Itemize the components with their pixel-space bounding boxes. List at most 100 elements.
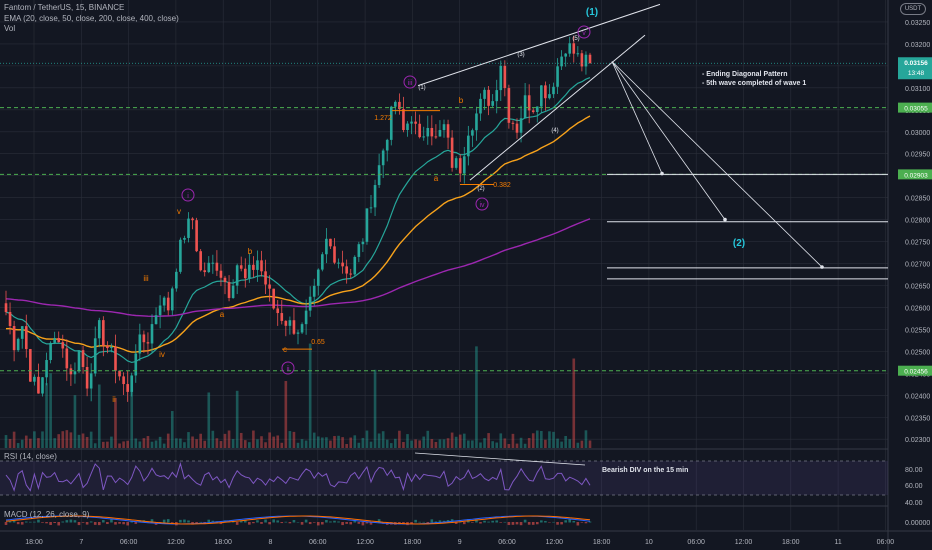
candle-body <box>312 285 316 297</box>
x-tick-label: 06:00 <box>309 539 327 546</box>
macd-histogram-bar <box>207 519 211 523</box>
wave-label-purple-v-circle <box>577 25 591 39</box>
volume-bar <box>65 430 69 448</box>
annotation-ending-diagonal: - Ending Diagonal Pattern <box>702 71 788 78</box>
volume-bar <box>81 433 85 448</box>
wave-label-purple-ii-circle <box>281 361 295 375</box>
price-label-box <box>898 102 932 113</box>
macd-histogram-bar <box>418 521 421 523</box>
macd-histogram-bar <box>325 520 328 523</box>
volume-bar <box>535 430 539 448</box>
volume-bar <box>491 441 494 448</box>
candle-body <box>203 270 207 273</box>
candle-body <box>462 156 466 174</box>
volume-bar <box>69 432 73 448</box>
volume-bar <box>511 433 515 448</box>
current-price-label: 0.03156 <box>904 60 928 67</box>
volume-bar <box>308 343 312 448</box>
candle-body <box>114 346 117 371</box>
annotation-5th-wave: - 5th wave completed of wave 1 <box>702 80 806 87</box>
wave-label-orange-b2: b <box>459 96 464 105</box>
volume-bar <box>280 442 284 448</box>
candle-body <box>564 53 567 57</box>
macd-histogram-bar <box>308 522 312 525</box>
y-tick-label: 0.02400 <box>905 393 930 400</box>
fib-label-1272: 1.272 <box>374 115 392 122</box>
volume-bar <box>369 441 373 448</box>
volume-bar <box>544 439 547 448</box>
candle-body <box>16 338 20 351</box>
macd-histogram-bar <box>365 522 369 524</box>
volume-bar <box>162 443 166 448</box>
wave-label-white-3: (3) <box>517 52 524 58</box>
candle-body <box>487 89 490 106</box>
wave-label-white-2: (2) <box>477 186 484 192</box>
macd-histogram-bar <box>552 521 555 523</box>
volume-bar <box>398 430 401 448</box>
volume-bar <box>430 439 434 448</box>
projection-arrowhead <box>723 217 727 222</box>
currency-badge[interactable]: USDT <box>900 3 926 15</box>
candle-body <box>24 326 28 350</box>
volume-bar <box>316 436 320 448</box>
candle-body <box>475 113 478 131</box>
x-tick-label: 12:00 <box>167 539 185 546</box>
macd-histogram-bar <box>495 520 499 523</box>
candle-body <box>361 241 365 245</box>
volume-bar <box>357 442 361 448</box>
volume-bar <box>179 438 182 448</box>
volume-bar <box>381 431 385 448</box>
candle-body <box>65 348 69 369</box>
volume-bar <box>321 437 324 448</box>
macd-histogram-bar <box>345 522 348 524</box>
candle-body <box>162 297 166 306</box>
macd-histogram-bar <box>556 522 559 525</box>
y-tick-label: 0.02550 <box>905 327 930 334</box>
macd-histogram-bar <box>97 522 101 526</box>
candle-body <box>430 127 434 137</box>
candle-body <box>507 88 511 123</box>
macd-histogram-bar <box>523 519 527 523</box>
volume-bar <box>33 431 36 448</box>
macd-histogram-bar <box>300 522 304 525</box>
candle-body <box>329 238 332 247</box>
rsi-tick: 80.00 <box>905 467 923 474</box>
candle-body <box>166 297 170 311</box>
candle-body <box>248 264 251 279</box>
candle-body <box>179 239 182 272</box>
macd-histogram-bar <box>33 521 36 523</box>
macd-histogram-bar <box>138 520 142 523</box>
candle-body <box>122 376 125 385</box>
macd-histogram-bar <box>564 520 567 523</box>
volume-bar <box>552 431 555 448</box>
macd-histogram-bar <box>179 519 182 523</box>
candle-body <box>389 106 393 140</box>
x-tick-label: 18:00 <box>25 539 43 546</box>
x-tick-label: 06:00 <box>687 539 705 546</box>
volume-bar <box>479 442 482 448</box>
volume-bar <box>276 435 280 448</box>
y-tick-label: 0.02300 <box>905 437 930 444</box>
macd-histogram-bar <box>93 522 97 525</box>
candle-body <box>264 271 267 285</box>
annotation-bearish-div: Bearish DIV on the 15 min <box>602 467 688 474</box>
volume-bar <box>487 433 490 448</box>
candle-body <box>223 277 227 283</box>
candle-body <box>491 101 494 106</box>
macd-histogram-bar <box>276 520 280 523</box>
wave-label-orange-ii: ii <box>112 395 116 404</box>
macd-histogram-bar <box>211 520 215 523</box>
volume-bar <box>414 439 417 448</box>
volume-bar <box>252 430 255 448</box>
volume-bar <box>20 439 24 448</box>
macd-histogram-bar <box>162 519 166 523</box>
candle-body <box>280 313 284 321</box>
macd-histogram-bar <box>572 521 576 523</box>
macd-histogram-bar <box>576 522 580 526</box>
price-label-text: 0.02456 <box>904 369 928 376</box>
candle-body <box>130 375 134 392</box>
macd-histogram-bar <box>353 519 357 523</box>
volume-bar <box>556 438 559 448</box>
wedge-upper-line <box>417 3 661 87</box>
